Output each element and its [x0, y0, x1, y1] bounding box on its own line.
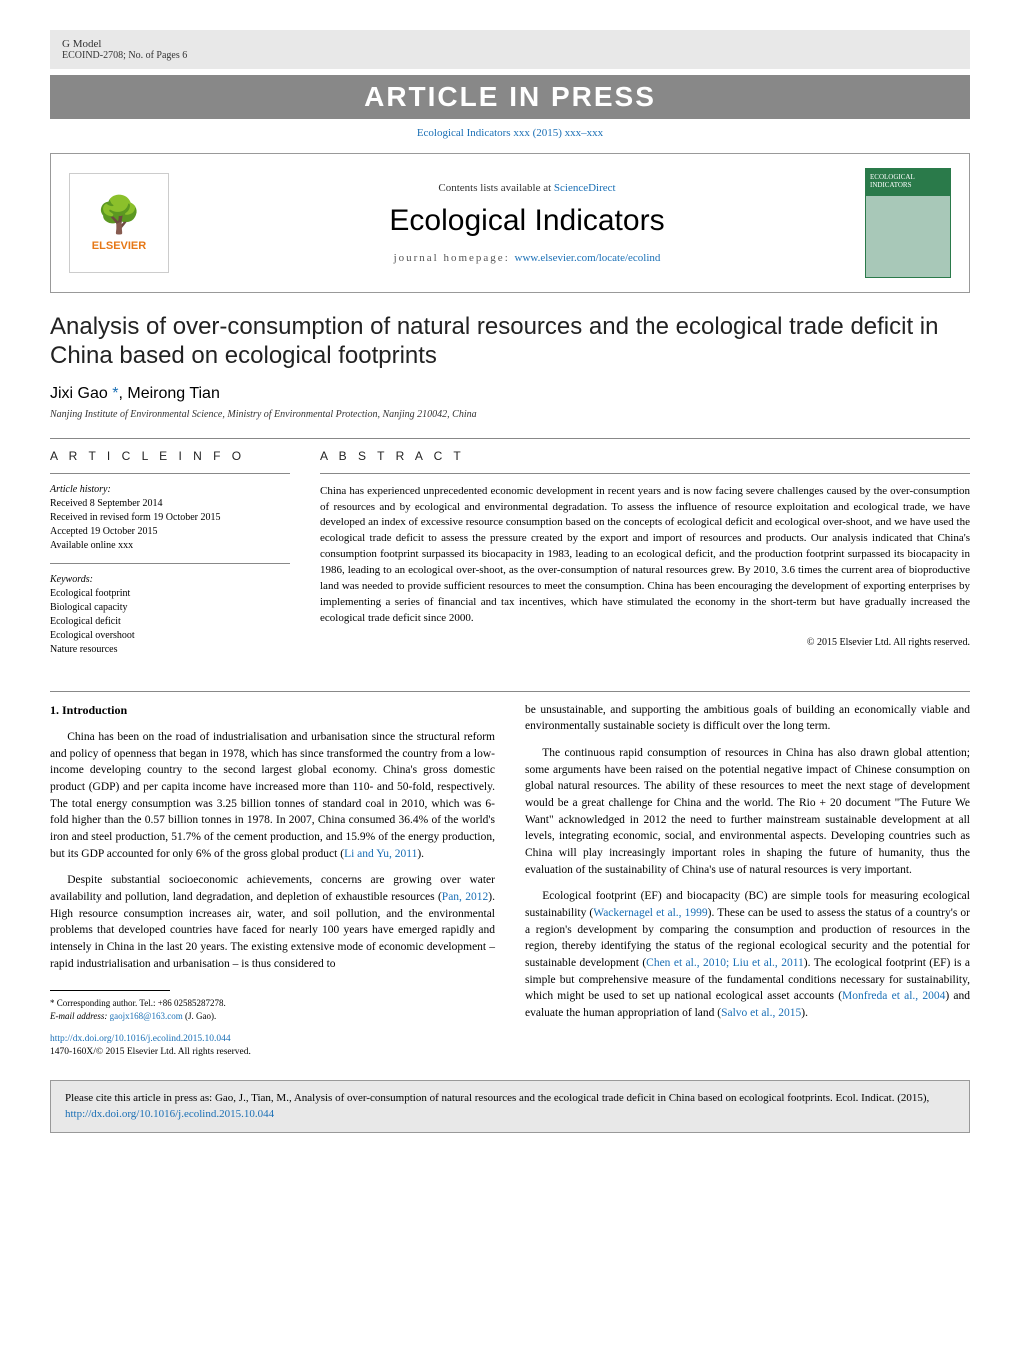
citation-link[interactable]: Chen et al., 2010; Liu et al., 2011	[646, 957, 804, 969]
doi-block: http://dx.doi.org/10.1016/j.ecolind.2015…	[50, 1033, 495, 1061]
divider	[320, 473, 970, 474]
article-title: Analysis of over-consumption of natural …	[50, 313, 970, 371]
citation-link[interactable]: Salvo et al., 2015	[721, 1007, 801, 1019]
online-date: Available online xxx	[50, 539, 290, 553]
g-model-label: G Model	[62, 38, 958, 50]
email-suffix: (J. Gao).	[183, 1011, 217, 1021]
citation-link[interactable]: Wackernagel et al., 1999	[593, 907, 707, 919]
abstract-column: A B S T R A C T China has experienced un…	[320, 449, 970, 667]
accepted-date: Accepted 19 October 2015	[50, 525, 290, 539]
keyword: Nature resources	[50, 643, 290, 657]
journal-cover-thumbnail: ECOLOGICAL INDICATORS	[865, 168, 951, 278]
article-ref: ECOIND-2708; No. of Pages 6	[62, 50, 958, 61]
article-in-press-banner: ARTICLE IN PRESS	[50, 75, 970, 119]
elsevier-label: ELSEVIER	[92, 240, 146, 252]
corr-star-icon: *	[50, 998, 57, 1008]
paragraph: China has been on the road of industrial…	[50, 729, 495, 862]
corr-text: Corresponding author. Tel.: +86 02585287…	[57, 998, 226, 1008]
citation-text: Please cite this article in press as: Ga…	[65, 1092, 929, 1104]
author-2: , Meirong Tian	[118, 385, 219, 402]
divider	[50, 563, 290, 564]
revised-date: Received in revised form 19 October 2015	[50, 511, 290, 525]
homepage-link[interactable]: www.elsevier.com/locate/ecolind	[515, 252, 661, 264]
body-columns: 1. Introduction China has been on the ro…	[50, 702, 970, 1061]
paragraph: Despite substantial socioeconomic achiev…	[50, 872, 495, 972]
corresponding-star-icon: *	[108, 385, 119, 402]
journal-center: Contents lists available at ScienceDirec…	[189, 182, 865, 264]
homepage-line: journal homepage: www.elsevier.com/locat…	[189, 252, 865, 264]
footnote-separator	[50, 990, 170, 991]
citation-box: Please cite this article in press as: Ga…	[50, 1080, 970, 1133]
homepage-prefix: journal homepage:	[394, 252, 515, 264]
contents-prefix: Contents lists available at	[438, 182, 553, 194]
history-label: Article history:	[50, 484, 290, 495]
email-link[interactable]: gaojx168@163.com	[110, 1011, 183, 1021]
keyword: Ecological deficit	[50, 615, 290, 629]
abstract-copyright: © 2015 Elsevier Ltd. All rights reserved…	[320, 637, 970, 648]
left-column: 1. Introduction China has been on the ro…	[50, 702, 495, 1061]
journal-info-box: 🌳 ELSEVIER Contents lists available at S…	[50, 153, 970, 293]
citation-link[interactable]: Pan, 2012	[442, 891, 488, 903]
paragraph: The continuous rapid consumption of reso…	[525, 745, 970, 878]
elsevier-logo: 🌳 ELSEVIER	[69, 173, 169, 273]
sciencedirect-link[interactable]: ScienceDirect	[554, 182, 616, 194]
issn-copyright: 1470-160X/© 2015 Elsevier Ltd. All right…	[50, 1047, 251, 1057]
affiliation: Nanjing Institute of Environmental Scien…	[50, 409, 970, 420]
section-heading: 1. Introduction	[50, 702, 495, 719]
article-info-sidebar: A R T I C L E I N F O Article history: R…	[50, 449, 290, 667]
article-history: Article history: Received 8 September 20…	[50, 484, 290, 553]
citation-link[interactable]: Li and Yu, 2011	[344, 848, 417, 860]
journal-name: Ecological Indicators	[189, 204, 865, 238]
keyword: Ecological footprint	[50, 587, 290, 601]
paragraph: be unsustainable, and supporting the amb…	[525, 702, 970, 735]
keyword: Biological capacity	[50, 601, 290, 615]
journal-citation-link[interactable]: Ecological Indicators xxx (2015) xxx–xxx	[50, 119, 970, 147]
author-1: Jixi Gao	[50, 385, 108, 402]
doi-link[interactable]: http://dx.doi.org/10.1016/j.ecolind.2015…	[50, 1034, 231, 1044]
article-info-heading: A R T I C L E I N F O	[50, 449, 290, 463]
divider	[50, 691, 970, 692]
contents-line: Contents lists available at ScienceDirec…	[189, 182, 865, 194]
email-label: E-mail address:	[50, 1011, 110, 1021]
citation-link[interactable]: Monfreda et al., 2004	[842, 990, 945, 1002]
citation-doi-link[interactable]: http://dx.doi.org/10.1016/j.ecolind.2015…	[65, 1108, 274, 1120]
divider	[50, 438, 970, 439]
keyword: Ecological overshoot	[50, 629, 290, 643]
header-bar: G Model ECOIND-2708; No. of Pages 6	[50, 30, 970, 69]
cover-title: ECOLOGICAL INDICATORS	[870, 173, 946, 189]
authors: Jixi Gao *, Meirong Tian	[50, 385, 970, 403]
corresponding-author-footnote: * Corresponding author. Tel.: +86 025852…	[50, 997, 495, 1022]
elsevier-tree-icon: 🌳	[97, 194, 142, 236]
abstract-text: China has experienced unprecedented econ…	[320, 484, 970, 627]
abstract-heading: A B S T R A C T	[320, 449, 970, 463]
paragraph: Ecological footprint (EF) and biocapacit…	[525, 888, 970, 1021]
divider	[50, 473, 290, 474]
keywords-label: Keywords:	[50, 574, 290, 585]
received-date: Received 8 September 2014	[50, 497, 290, 511]
right-column: be unsustainable, and supporting the amb…	[525, 702, 970, 1061]
keywords-block: Keywords: Ecological footprint Biologica…	[50, 574, 290, 657]
